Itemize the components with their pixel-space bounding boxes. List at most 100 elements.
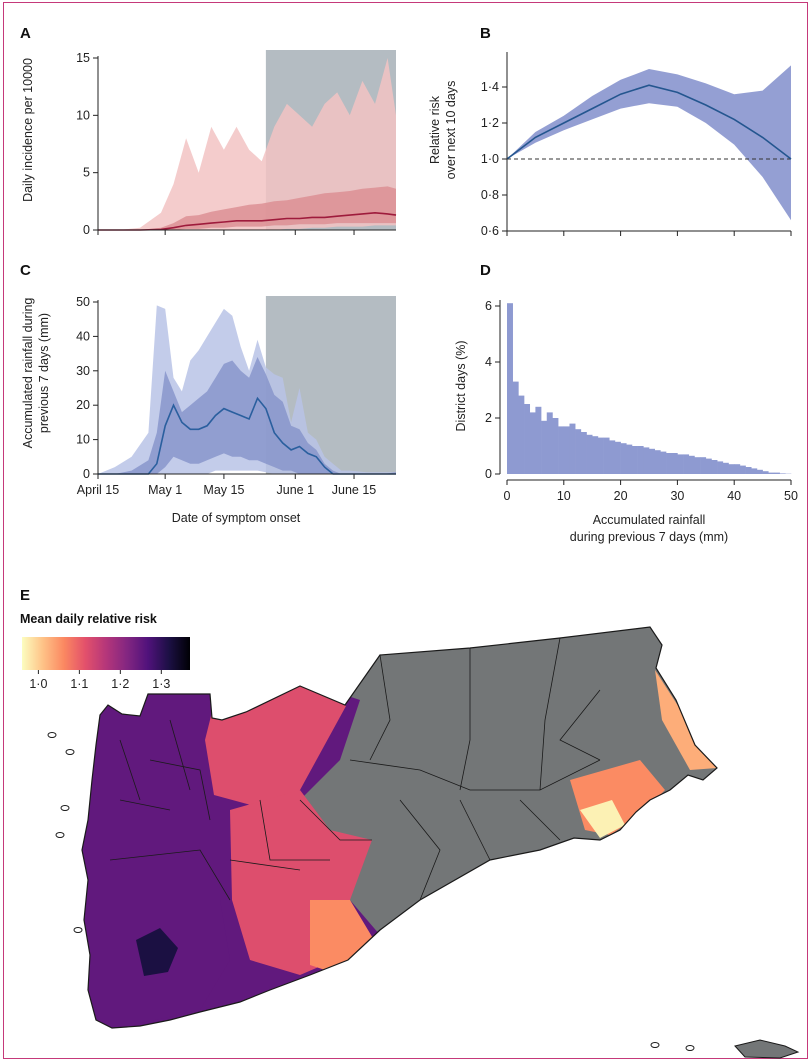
rainfall-y-axis-label-line1: Accumulated rainfall during: [21, 298, 35, 449]
district-border: [109, 849, 231, 901]
small-island: [60, 805, 70, 811]
histogram-bar: [614, 441, 621, 474]
colorbar-tick-label: 1·1: [70, 677, 88, 691]
rr-y-axis-label-line1: Relative risk: [428, 95, 442, 164]
rr-y-axis-label-line2: over next 10 days: [444, 81, 458, 180]
histogram-bar: [762, 471, 769, 474]
histogram-bar: [779, 473, 786, 474]
incidence-y-axis-label: Daily incidence per 10000: [21, 58, 35, 202]
district-border: [399, 799, 441, 901]
rainfall-histogram: 0 2 4 6 0 10 20 30 40 50: [485, 299, 798, 503]
panel-letter-a: A: [20, 25, 31, 42]
histogram-bar: [671, 453, 678, 474]
y-tick-label: 30: [76, 364, 90, 378]
histogram-bar: [739, 465, 746, 474]
histogram-bar: [649, 448, 655, 474]
y-tick-label: 20: [76, 398, 90, 412]
histogram-bar: [660, 451, 667, 474]
histogram-bar: [626, 444, 633, 474]
colorbar-legend: 1·0 1·1 1·2 1·3: [22, 637, 190, 691]
district-border: [539, 637, 561, 791]
x-tick-label: May 15: [203, 483, 244, 497]
histogram-bar: [768, 472, 775, 474]
histogram-bar: [558, 426, 565, 474]
histogram-bar: [666, 453, 673, 474]
colorbar-tick-label: 1·0: [29, 677, 47, 691]
district-border: [519, 799, 561, 841]
rr-confidence-band: [507, 65, 791, 221]
histogram-bar: [603, 437, 610, 474]
y-tick-label: 0: [83, 467, 90, 481]
histogram-bar: [694, 457, 701, 474]
histogram-bar: [529, 412, 536, 474]
y-tick-label: 4: [485, 355, 492, 369]
histogram-bar: [734, 464, 741, 474]
district-border: [119, 739, 141, 801]
histogram-bar: [773, 472, 780, 474]
y-tick-label: 6: [485, 299, 492, 313]
district-border: [459, 799, 491, 861]
small-island: [55, 832, 65, 838]
histogram-bar: [688, 455, 695, 474]
relative-risk-chart: 0·6 0·8 1·0 1·2 1·4: [481, 52, 792, 238]
x-tick-label: 20: [614, 489, 628, 503]
histogram-bar: [586, 434, 593, 474]
y-tick-label: 50: [76, 295, 90, 309]
panel-letter-c: C: [20, 262, 31, 279]
histogram-bar: [637, 446, 644, 474]
x-tick-label: 0: [504, 489, 511, 503]
histogram-bar: [677, 454, 684, 474]
histogram-bar: [700, 457, 707, 474]
district-border: [119, 799, 171, 811]
y-tick-label: 0: [83, 223, 90, 237]
x-tick-label: June 15: [332, 483, 377, 497]
rainfall-y-axis-label: Accumulated rainfall during previous 7 d…: [21, 298, 51, 449]
x-tick-label: May 1: [148, 483, 182, 497]
district-border: [299, 799, 372, 841]
district-border: [259, 799, 330, 861]
histogram-bar: [563, 426, 570, 474]
y-tick-label: 15: [76, 51, 90, 65]
histogram-bar: [552, 418, 559, 474]
histogram-bar: [683, 454, 690, 474]
histogram-bar: [518, 395, 525, 474]
incidence-median-line: [98, 211, 397, 231]
incidence-chart: 0 5 10 15: [76, 50, 397, 237]
y-tick-label: 40: [76, 329, 90, 343]
colorbar-tick-label: 1·3: [152, 677, 170, 691]
histogram-x-axis-label-line1: Accumulated rainfall: [593, 513, 706, 527]
y-tick-label: 5: [83, 166, 90, 180]
y-tick-label: 1·2: [481, 116, 499, 130]
district-border: [169, 719, 191, 791]
legend-title: Mean daily relative risk: [20, 612, 157, 626]
y-tick-label: 1·0: [481, 152, 499, 166]
socotra-island: [734, 1039, 800, 1059]
x-tick-label: 50: [784, 489, 798, 503]
rainfall-x-axis-label: Date of symptom onset: [172, 511, 301, 525]
district-border: [149, 759, 211, 821]
histogram-bar: [654, 450, 661, 474]
histogram-bar: [535, 406, 542, 474]
panel-letter-b: B: [480, 25, 491, 42]
histogram-bar: [512, 381, 519, 474]
y-tick-label: 10: [76, 108, 90, 122]
y-tick-label: 1·4: [481, 80, 499, 94]
panel-letter-d: D: [480, 262, 491, 279]
histogram-bar: [575, 429, 582, 474]
histogram-bar: [631, 446, 638, 474]
rainfall-inner-band: [98, 357, 396, 474]
x-tick-label: 40: [727, 489, 741, 503]
histogram-bar: [722, 462, 729, 474]
light-coastal-region: [580, 800, 625, 838]
small-island: [685, 1045, 695, 1051]
y-tick-label: 0: [485, 467, 492, 481]
histogram-bar: [524, 404, 531, 474]
incidence-inner-band: [98, 186, 396, 230]
colorbar: [22, 637, 190, 670]
histogram-y-axis-label: District days (%): [454, 341, 468, 432]
x-tick-label: April 15: [77, 483, 119, 497]
histogram-x-axis-label-line2: during previous 7 days (mm): [570, 530, 728, 544]
small-island: [73, 927, 83, 933]
incidence-outer-band: [98, 58, 396, 230]
district-border: [459, 648, 471, 791]
